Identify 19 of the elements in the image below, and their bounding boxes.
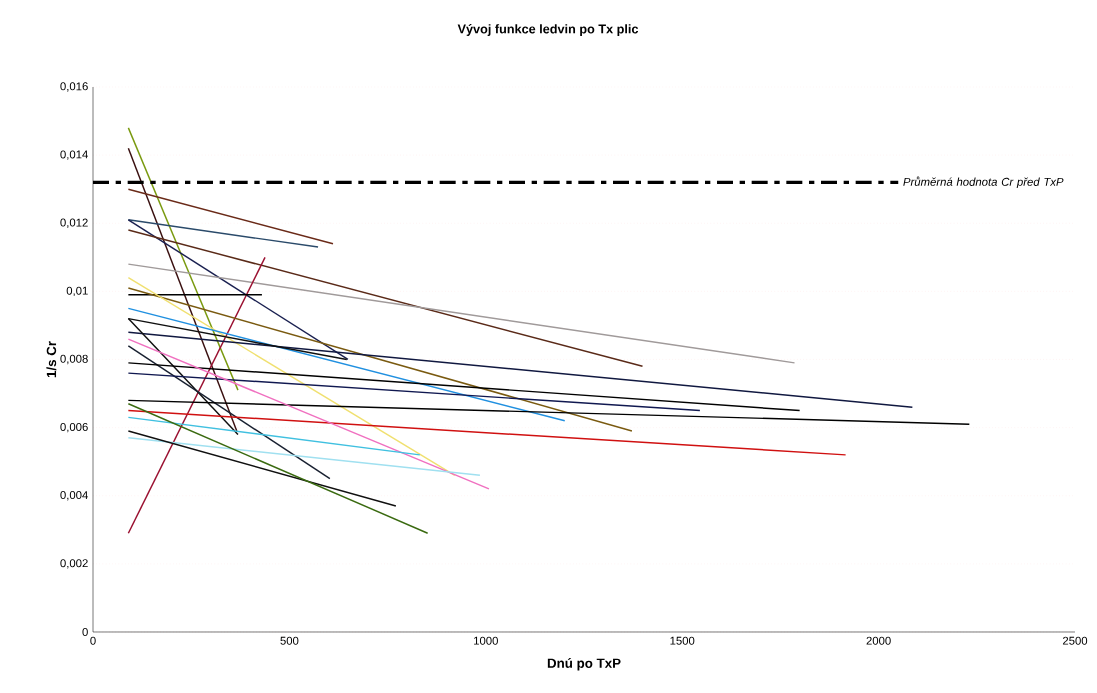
x-axis-title: Dnú po TxP	[547, 658, 621, 671]
x-tick-label: 2000	[866, 636, 891, 645]
chart-title: Vývoj funkce ledvin po Tx plic	[457, 24, 639, 36]
y-axis-title: 1/s Cr	[46, 341, 57, 378]
x-tick-label: 1000	[474, 636, 498, 645]
y-tick-label: 0,006	[60, 422, 88, 433]
x-tick-label: 500	[280, 636, 299, 645]
y-tick-label: 0	[82, 627, 88, 636]
y-tick-label: 0,01	[66, 286, 88, 297]
x-tick-label: 0	[90, 636, 96, 645]
y-tick-label: 0,016	[60, 82, 88, 92]
y-tick-label: 0,004	[60, 491, 88, 501]
y-tick-label: 0,008	[60, 354, 88, 365]
x-tick-label: 1500	[670, 636, 695, 645]
y-tick-label: 0,012	[60, 218, 88, 228]
x-tick-label: 2500	[1062, 636, 1088, 645]
y-tick-label: 0,002	[60, 559, 88, 569]
ref-line-label: Průměrná hodnota Cr před TxP	[903, 176, 1064, 189]
y-tick-label: 0,014	[60, 150, 88, 160]
